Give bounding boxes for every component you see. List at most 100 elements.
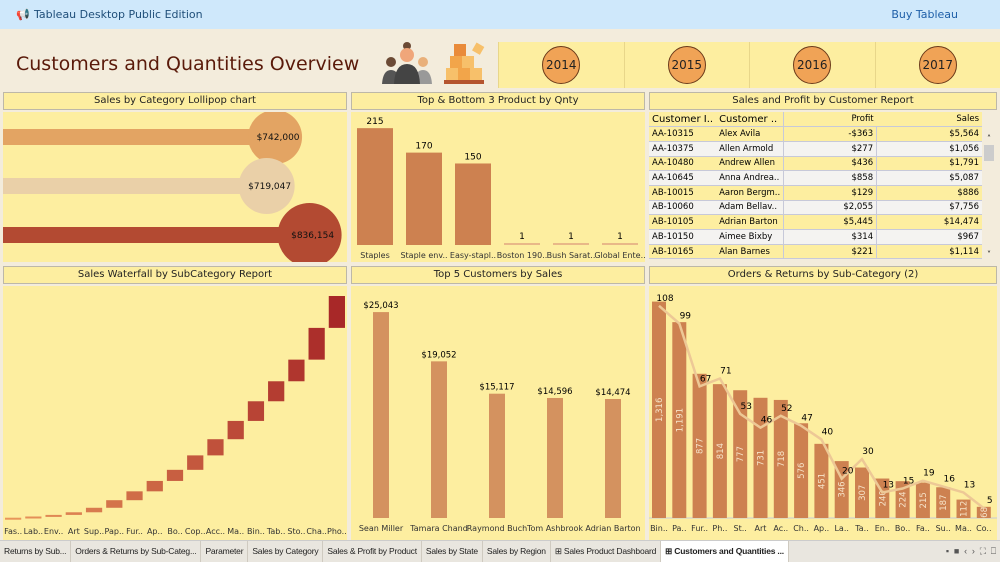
order-label: 187 [939,495,949,511]
sheet-tab[interactable]: Orders & Returns by Sub-Categ... [71,541,202,562]
return-label: 30 [862,447,874,457]
customer-id: AA-10315 [649,126,717,142]
waterfall-bar [146,480,163,492]
return-label: 67 [700,374,711,384]
category-label: Sean Miller [359,524,404,533]
category-label: Pa.. [672,524,686,533]
order-bar [976,506,991,518]
category-label: Adrian Barton [585,524,640,533]
customer-name: Alan Barnes [716,244,785,260]
order-bar [712,384,727,518]
category-label: Ap.. [147,527,163,536]
buy-tableau-link[interactable]: Buy Tableau [891,8,958,21]
category-label: Sup.. [84,527,104,536]
order-bar [814,443,829,518]
orders-returns-chart: 1,316 Bin.. 1,191 Pa.. 877 Fur.. 814 Ph.. 777 St.… [649,286,997,540]
lollipop-title: Sales by Category Lollipop chart [3,92,347,110]
category-label: Bo.. [895,524,910,533]
table-row[interactable]: AA-10375 Allen Armold $277 $1,056 [649,141,982,157]
table-scrollbar[interactable]: ˄ ˅ [984,134,994,259]
waterfall-bar [207,439,224,456]
order-label: 731 [757,450,767,466]
app-title: Tableau Desktop Public Edition [34,8,203,21]
return-label: 13 [964,480,975,490]
category-label: Ta.. [854,524,869,533]
megaphone-icon: 📢 [16,8,30,21]
table-row[interactable]: AA-10315 Alex Avila -$363 $5,564 [649,126,982,142]
fullscreen-icon[interactable]: ⛶ [979,546,986,556]
order-label: 576 [797,463,807,479]
col-customer-id[interactable]: Customer I.. [649,112,717,128]
bar-label: $14,474 [595,388,630,398]
category-label: Fur.. [126,527,143,536]
bar [504,243,540,245]
table-row[interactable]: AB-10015 Aaron Bergm.. $129 $886 [649,185,982,201]
bar [489,393,505,518]
lollipop-head [248,110,303,164]
category-label: Co.. [976,524,991,533]
order-bar [956,499,971,518]
sales: $886 [876,185,982,201]
top-bar: 📢 Tableau Desktop Public Edition Buy Tab… [0,0,1000,29]
filmstrip-icon[interactable]: ■ [953,546,960,556]
dashboard-title: Customers and Quantities Overview [16,53,360,75]
profit: -$363 [783,126,878,142]
sheet-tab[interactable]: Sales by Category [248,541,324,562]
category-label: Bush Sarat.. [547,251,596,260]
return-label: 71 [720,367,731,377]
table-row[interactable]: AA-10645 Anna Andrea.. $858 $5,087 [649,170,982,186]
waterfall-bar [288,359,305,382]
table-row[interactable]: AA-10480 Andrew Allen $436 $1,791 [649,156,982,172]
sheet-tab[interactable]: ⊞ Customers and Quantities ... [661,541,789,562]
category-label: En.. [875,524,890,533]
year-button-2014[interactable]: 2014 [542,46,581,84]
sheet-tab[interactable]: Sales & Profit by Product [323,541,422,562]
order-label: 346 [838,481,848,497]
order-label: 451 [817,473,827,489]
scroll-down-icon[interactable]: ˅ [987,250,991,259]
bar [357,128,393,245]
order-label: 877 [696,438,706,454]
year-button-2015[interactable]: 2015 [667,46,706,84]
table-row[interactable]: AB-10165 Alan Barnes $221 $1,114 [649,244,982,260]
sheet-tab[interactable]: Parameter [201,541,249,562]
category-label: Env.. [44,527,63,536]
category-label: Pap.. [105,527,125,536]
bar [602,243,638,245]
prev-tab-icon[interactable]: ‹ [964,546,967,556]
table-row[interactable]: AB-10105 Adrian Barton $5,445 $14,474 [649,214,982,230]
col-sales[interactable]: Sales [876,112,982,128]
customer-id: AB-10060 [649,200,717,216]
sheet-tab[interactable]: Sales by State [422,541,483,562]
year-button-2016[interactable]: 2016 [793,46,832,84]
table-row[interactable]: AB-10060 Adam Bellav.. $2,055 $7,756 [649,200,982,216]
customer-report-title: Sales and Profit by Customer Report [649,92,997,110]
col-customer-name[interactable]: Customer .. [716,112,785,128]
sheet-tab[interactable]: Sales by Region [483,541,551,562]
return-label: 20 [842,467,854,477]
next-tab-icon[interactable]: › [971,546,975,556]
profit: $314 [783,229,878,245]
category-label: Fa.. [916,524,930,533]
sheet-tab[interactable]: ⊞ Sales Product Dashboard [551,541,662,562]
category-label: Cha.. [306,527,327,536]
scroll-thumb[interactable] [984,145,994,161]
year-button-2017[interactable]: 2017 [918,46,957,84]
order-label: 240 [878,490,888,506]
customer-id: AB-10015 [649,185,717,201]
scroll-up-icon[interactable]: ˄ [987,134,991,143]
table-row[interactable]: AB-10150 Aimee Bixby $314 $967 [649,229,982,245]
bar-label: 1 [568,232,574,242]
present-icon[interactable]: ⎕ [990,546,996,556]
order-bar [652,301,666,518]
profit: $221 [783,244,878,260]
category-label: Su.. [936,524,951,533]
year-filter: 2014 2015 2016 2017 [498,42,1000,88]
bar-label: 170 [415,142,432,152]
show-tabs-icon[interactable]: ▪ [945,546,949,556]
sheet-tab[interactable]: Returns by Sub... [0,541,72,562]
customer-name: Andrew Allen [716,156,785,172]
category-label: Art [68,527,80,536]
col-profit[interactable]: Profit [783,112,877,128]
category-label: Ma.. [955,524,972,533]
